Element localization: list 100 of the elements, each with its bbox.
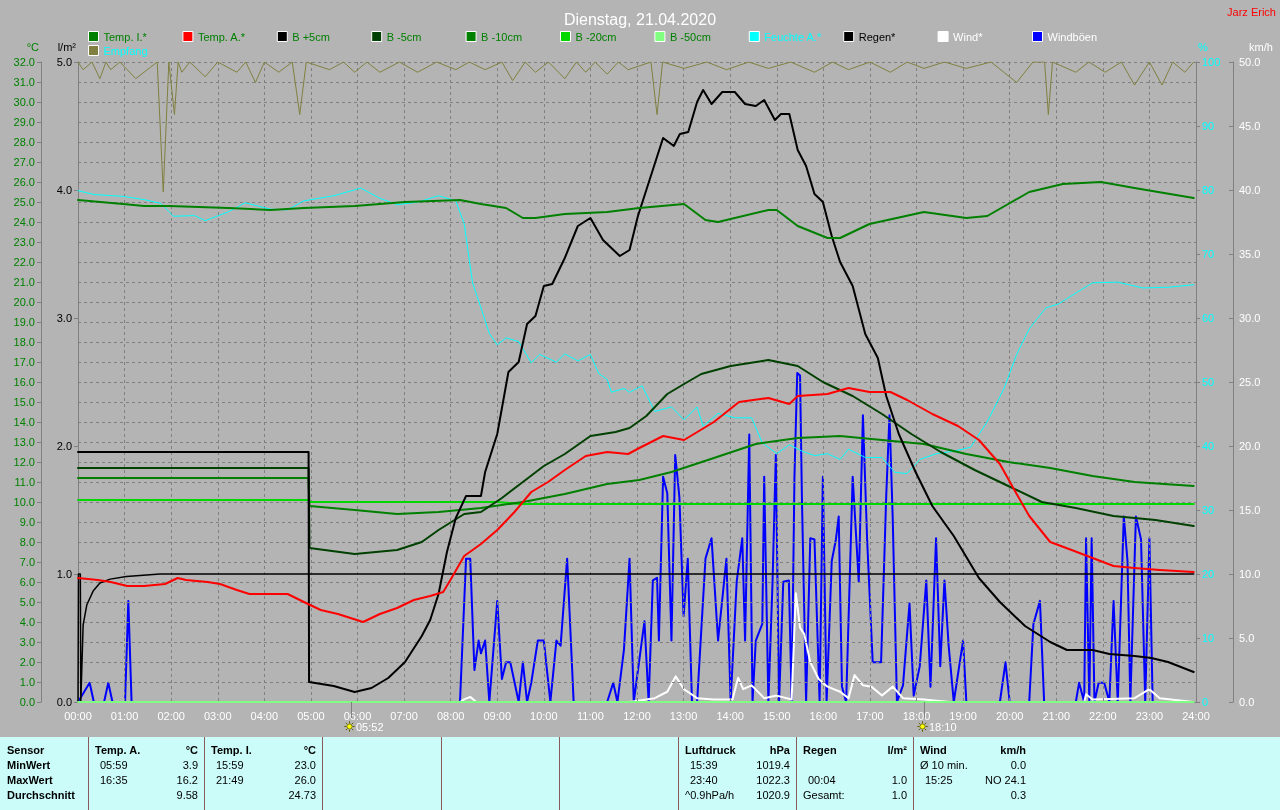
line-series xyxy=(77,61,1195,193)
y-tick-label: 29.0 xyxy=(13,116,35,128)
line-series xyxy=(77,359,1195,555)
text: 23.0 xyxy=(294,759,316,772)
text: ^0.9hPa/h xyxy=(685,789,735,802)
y-tick-label: 45.0 xyxy=(1239,120,1261,132)
text: Sensor xyxy=(7,744,45,757)
text: 1019.4 xyxy=(756,759,790,772)
x-tick-label: 11:00 xyxy=(577,709,604,722)
legend-label: B -50cm xyxy=(669,30,711,43)
text: 00:04 xyxy=(808,774,836,787)
text: hPa xyxy=(769,744,790,757)
x-tick-label: 22:00 xyxy=(1089,709,1117,722)
y3-tick-label: 60 xyxy=(1202,312,1215,324)
y-tick-label: 19.0 xyxy=(13,316,35,328)
y3-axis-title: % xyxy=(1198,40,1208,53)
y-tick-label: 12.0 xyxy=(13,456,35,468)
text: 05:52 xyxy=(356,721,384,734)
y3-tick-label: 20 xyxy=(1202,568,1215,580)
y-tick-label: 16.0 xyxy=(13,376,35,388)
x-tick-label: 02:00 xyxy=(157,709,185,722)
y-tick-label: 14.0 xyxy=(13,416,35,428)
x-tick-label: 17:00 xyxy=(856,709,884,722)
y-tick-label: 31.0 xyxy=(13,76,35,88)
y-tick-label: 10.0 xyxy=(1239,568,1261,580)
text: 1020.9 xyxy=(756,789,790,802)
text: 21:49 xyxy=(216,774,244,787)
line-series xyxy=(77,187,1195,475)
x-tick-label: 04:00 xyxy=(250,709,279,722)
y2-axis-title: l/m² xyxy=(57,40,77,53)
text: Wind xyxy=(920,744,947,757)
x-tick-label: 06:00 xyxy=(343,709,372,722)
y-axis-title: °C xyxy=(26,40,40,53)
x-tick-label: 16:00 xyxy=(809,709,838,722)
text: Temp. I. xyxy=(211,744,252,757)
y2-tick-label: 2.0 xyxy=(56,440,72,452)
y3-tick-label: 80 xyxy=(1202,184,1215,196)
text: 18:10 xyxy=(929,721,957,734)
y-tick-label: 30.0 xyxy=(13,96,35,108)
y-tick-label: 8.0 xyxy=(19,536,35,548)
x-tick-label: 07:00 xyxy=(390,709,418,722)
text: MinWert xyxy=(7,759,51,772)
y3-tick-label: 70 xyxy=(1202,248,1215,260)
x-tick-label: 19:00 xyxy=(949,709,977,722)
y-tick-label: 15.0 xyxy=(13,396,35,408)
y-tick-label: 6.0 xyxy=(19,576,35,588)
text: 16.2 xyxy=(176,774,198,787)
text: 15:25 xyxy=(925,774,953,787)
text: Luftdruck xyxy=(685,744,736,757)
y-tick-label: 1.0 xyxy=(19,676,35,688)
text: 23:40 xyxy=(690,774,718,787)
text: °C xyxy=(185,744,198,757)
y-tick-label: 24.0 xyxy=(13,216,35,228)
text: 16:35 xyxy=(100,774,128,787)
legend-label: Empfang xyxy=(103,44,148,57)
y-tick-label: 25.0 xyxy=(13,196,35,208)
y3-tick-label: 40 xyxy=(1202,440,1215,452)
x-tick-label: 23:00 xyxy=(1135,709,1164,722)
y-tick-label: 20.0 xyxy=(13,296,35,308)
x-tick-label: 12:00 xyxy=(623,709,651,722)
y-tick-label: 5.0 xyxy=(1239,632,1255,644)
text: 05:59 xyxy=(100,759,128,772)
text: 0.0 xyxy=(1010,759,1026,772)
text: 9.58 xyxy=(176,789,198,802)
legend-label: B +5cm xyxy=(292,30,330,43)
legend-label: Wind* xyxy=(953,30,984,43)
line-series xyxy=(77,387,1195,623)
y2-tick-label: 4.0 xyxy=(56,184,72,196)
y-tick-label: 21.0 xyxy=(13,276,35,288)
y3-tick-label: 10 xyxy=(1202,632,1215,644)
x-tick-label: 14:00 xyxy=(716,709,744,722)
text: 24.73 xyxy=(288,789,316,802)
x-tick-label: 00:00 xyxy=(64,709,92,722)
y-tick-label: 40.0 xyxy=(1239,184,1261,196)
text: 3.9 xyxy=(182,759,198,772)
x-tick-label: 10:00 xyxy=(530,709,558,722)
text: l/m² xyxy=(887,744,907,757)
y-tick-label: 9.0 xyxy=(19,516,35,528)
text: Regen xyxy=(803,744,837,757)
y-tick-label: 7.0 xyxy=(19,556,35,568)
y-tick-label: 28.0 xyxy=(13,136,35,148)
x-tick-label: 15:00 xyxy=(762,709,791,722)
line-series xyxy=(77,181,1195,239)
legend-label: Temp. A.* xyxy=(197,30,246,43)
y3-tick-label: 0 xyxy=(1202,696,1209,708)
y2-tick-label: 0.0 xyxy=(56,696,72,708)
text: 1022.3 xyxy=(756,774,790,787)
y-tick-label: 0.0 xyxy=(1239,696,1255,708)
y3-tick-label: 50 xyxy=(1202,376,1215,388)
y-tick-label: 23.0 xyxy=(13,236,35,248)
legend-label: B -20cm xyxy=(575,30,617,43)
text: Jarz Erich xyxy=(1227,6,1276,19)
y-tick-label: 27.0 xyxy=(13,156,35,168)
y-tick-label: 50.0 xyxy=(1239,56,1261,68)
y3-tick-label: 90 xyxy=(1202,120,1215,132)
text: MaxWert xyxy=(7,774,53,787)
y-tick-label: 22.0 xyxy=(13,256,35,268)
text: 15:59 xyxy=(216,759,244,772)
y-tick-label: 20.0 xyxy=(1239,440,1261,452)
text: Temp. A. xyxy=(95,744,141,757)
